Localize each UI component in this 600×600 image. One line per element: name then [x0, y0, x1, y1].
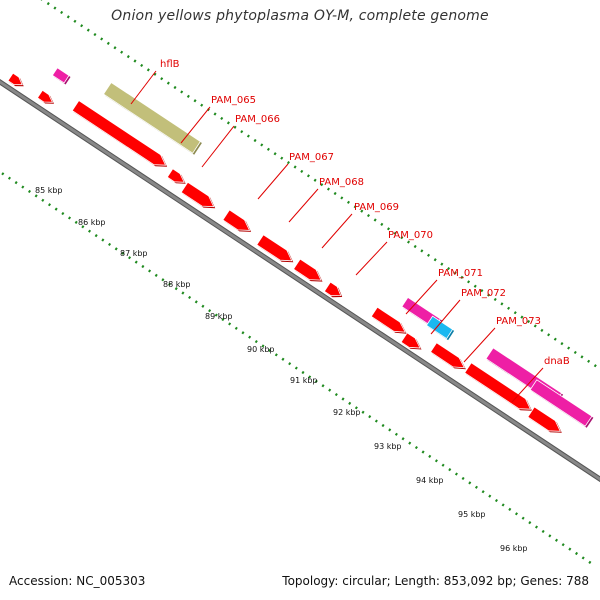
cds-arrow-3	[180, 181, 215, 208]
cds-arrow-8	[370, 306, 406, 333]
leader-PAM_068	[288, 188, 319, 223]
leader-PAM_073	[463, 327, 496, 363]
kbp-label-1: 85 kbp	[35, 186, 63, 195]
cds-arrow-12	[527, 406, 561, 432]
kbp-label-7: 91 kbp	[290, 376, 318, 385]
cds-arrow-7	[323, 281, 342, 297]
olive-feature-hflB	[102, 81, 201, 154]
cds-arrow-2	[166, 168, 185, 183]
cds-arrow-left-2	[36, 89, 54, 103]
cds-arrow-10	[429, 342, 466, 369]
cds-arrow-11	[464, 362, 532, 410]
leader-PAM_066	[201, 125, 235, 168]
cyan-box-PAM_072	[425, 315, 454, 340]
leader-PAM_071	[405, 279, 438, 315]
gene-label-PAM_068: PAM_068	[319, 177, 364, 188]
leader-PAM_067	[257, 163, 289, 200]
cds-arrow-1	[71, 100, 167, 166]
leader-PAM_069	[321, 213, 353, 249]
inner-tick-track	[0, 170, 594, 566]
leader-PAM_070	[355, 241, 388, 276]
cds-arrow-left-1	[7, 72, 23, 86]
gene-label-PAM_070: PAM_070	[388, 230, 433, 241]
magenta-box-dnaB-2	[529, 379, 593, 427]
leader-PAM_072	[430, 299, 461, 335]
cds-arrow-5	[256, 234, 293, 262]
kbp-label-4: 88 kbp	[163, 280, 191, 289]
gene-label-PAM_067: PAM_067	[289, 152, 334, 163]
leader-dnaB	[511, 367, 544, 403]
leader-PAM_065	[180, 106, 211, 144]
magenta-box-left	[51, 67, 70, 84]
kbp-label-8: 92 kbp	[333, 408, 361, 417]
kbp-label-9: 93 kbp	[374, 442, 402, 451]
kbp-label-11: 95 kbp	[458, 510, 486, 519]
gene-label-hflB: hflB	[160, 59, 180, 70]
gene-label-PAM_073: PAM_073	[496, 316, 541, 327]
cds-arrow-6	[292, 258, 322, 281]
map-title: Onion yellows phytoplasma OY-M, complete…	[111, 8, 489, 24]
gene-label-PAM_069: PAM_069	[354, 202, 399, 213]
accession-text: Accession: NC_005303	[9, 574, 146, 588]
kbp-label-5: 89 kbp	[205, 312, 233, 321]
leader-hflB	[130, 70, 157, 105]
gene-label-PAM_071: PAM_071	[438, 268, 483, 279]
topology-text: Topology: circular; Length: 853,092 bp; …	[282, 574, 589, 588]
genome-backbone	[0, 80, 600, 481]
cds-arrow-4	[222, 209, 251, 231]
outer-tick-track	[40, 0, 600, 371]
backbone-edge	[0, 79, 600, 483]
kbp-label-12: 96 kbp	[500, 544, 528, 553]
kbp-label-2: 86 kbp	[78, 218, 106, 227]
kbp-label-3: 87 kbp	[120, 249, 148, 258]
gene-label-dnaB: dnaB	[544, 356, 570, 367]
gene-label-PAM_065: PAM_065	[211, 95, 256, 106]
kbp-label-10: 94 kbp	[416, 476, 444, 485]
kbp-label-6: 90 kbp	[247, 345, 275, 354]
cds-arrow-9	[400, 332, 421, 349]
gene-label-PAM_066: PAM_066	[235, 114, 280, 125]
gene-label-PAM_072: PAM_072	[461, 288, 506, 299]
